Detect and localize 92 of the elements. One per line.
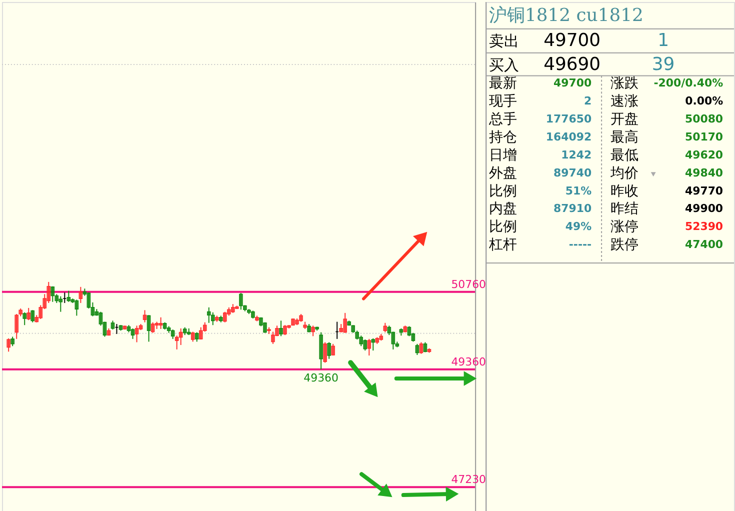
- candlestick: [415, 343, 420, 356]
- candlestick: [50, 286, 55, 302]
- candlestick: [383, 322, 388, 333]
- text: 87910: [554, 202, 592, 216]
- text: 52390: [684, 220, 724, 234]
- text: 最低: [610, 147, 639, 164]
- text: 51%: [565, 184, 592, 198]
- text: 涨停: [610, 219, 639, 236]
- text: 49900: [684, 202, 724, 216]
- candlestick: [66, 290, 71, 302]
- candlestick: [190, 331, 195, 342]
- text: 1242: [561, 148, 592, 162]
- text: 昨结: [610, 201, 639, 218]
- candlestick: [10, 336, 14, 347]
- candlestick: [210, 312, 215, 326]
- text: 开盘: [610, 112, 639, 128]
- candlestick: [78, 286, 83, 304]
- candlestick: [6, 338, 10, 352]
- candlestick: [239, 292, 243, 310]
- candlestick: [391, 331, 396, 350]
- candlestick: [22, 312, 26, 326]
- candlestick: [150, 322, 155, 334]
- candlestick: [311, 325, 315, 337]
- candlestick: [170, 329, 175, 340]
- text: 50080: [684, 112, 724, 126]
- text: 速涨: [610, 94, 639, 110]
- text: 49840: [684, 166, 724, 180]
- candlestick: [198, 326, 203, 340]
- text: 杠杆: [488, 237, 518, 254]
- candlestick: [367, 338, 372, 356]
- text: 昨收: [610, 183, 639, 200]
- text: 最新: [489, 76, 518, 92]
- candlestick: [26, 307, 30, 321]
- text: 内盘: [489, 201, 518, 218]
- text: 现手: [489, 94, 518, 110]
- text: 总手: [488, 112, 518, 128]
- candlestick: [178, 328, 183, 346]
- text: 177650: [546, 112, 592, 126]
- text: 39: [652, 54, 675, 75]
- text: 0.00%: [685, 94, 724, 108]
- candlestick: [174, 335, 179, 350]
- text: 49700: [554, 76, 592, 90]
- text: -----: [568, 238, 592, 252]
- text: 外盘: [489, 165, 518, 182]
- ref-line-label: 49360: [451, 355, 486, 368]
- candlestick: [371, 338, 376, 352]
- candlestick: [323, 342, 327, 364]
- annotation: 49360: [304, 371, 338, 384]
- text: 47400: [684, 238, 724, 252]
- candlestick: [30, 310, 35, 323]
- text: 沪铜1812 cu1812: [489, 4, 644, 26]
- candlestick: [279, 320, 283, 337]
- text: 50170: [684, 130, 724, 144]
- candlestick: [419, 342, 424, 354]
- text: -200/0.40%: [654, 76, 724, 90]
- text: 49%: [565, 220, 592, 234]
- candlestick: [58, 296, 63, 312]
- candlestick: [223, 311, 227, 323]
- candlestick: [206, 306, 211, 324]
- text: 比例: [489, 219, 518, 236]
- candlestick: [130, 328, 135, 340]
- text: 164092: [546, 130, 592, 144]
- candlestick: [343, 312, 347, 334]
- text: 2: [584, 94, 592, 108]
- candlestick: [319, 332, 323, 370]
- candlestick: [134, 325, 139, 343]
- text: 日增: [489, 147, 518, 164]
- text: 跌停: [610, 237, 639, 254]
- text: 49690: [544, 54, 601, 75]
- candlestick: [142, 310, 147, 323]
- candlestick: [283, 324, 287, 336]
- text: 买入: [489, 56, 520, 74]
- candlestick: [363, 338, 368, 352]
- text: 49700: [544, 30, 601, 51]
- candlestick: [327, 342, 331, 360]
- text: 持仓: [489, 129, 518, 146]
- text: 49770: [684, 184, 724, 198]
- text: 89740: [554, 166, 592, 180]
- text: 涨跌: [610, 76, 639, 92]
- candlestick: [146, 314, 151, 342]
- candlestick: [158, 316, 163, 330]
- text: 卖出: [489, 32, 520, 50]
- text: 49620: [684, 148, 724, 162]
- text: 1: [658, 30, 669, 51]
- candlestick: [271, 331, 275, 344]
- ref-line-label: 50760: [451, 278, 486, 291]
- candlestick: [74, 299, 79, 316]
- candlestick: [194, 332, 199, 342]
- text: 最高: [610, 129, 639, 146]
- ref-line-label: 47230: [451, 473, 486, 486]
- text: 均价: [610, 165, 639, 182]
- text: 比例: [489, 183, 518, 200]
